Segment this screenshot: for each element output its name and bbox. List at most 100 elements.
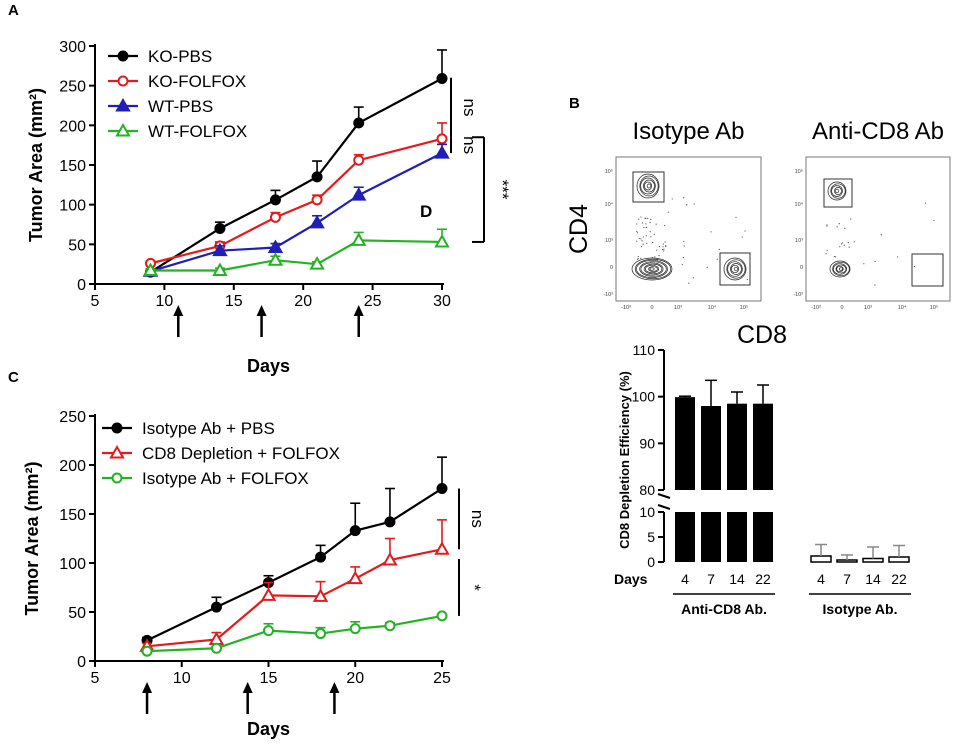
data-point (269, 194, 281, 206)
data-point (353, 117, 365, 129)
chart-a-tumor-area: 0 50 100 150 200 250 300 5 10 15 20 25 30 Days Tumor A… (26, 39, 512, 376)
legend-label: CD8 Depletion + FOLFOX (142, 444, 340, 463)
event-dot (847, 242, 849, 244)
event-dot (683, 197, 685, 199)
event-dot (642, 243, 644, 245)
event-dot (640, 245, 643, 248)
flow-x-tick: 0 (650, 305, 653, 311)
group-label: Isotype Ab. (823, 601, 898, 617)
contour-line (838, 267, 844, 271)
x-axis-title: Days (247, 356, 290, 376)
event-dot (718, 248, 720, 250)
event-dot (658, 255, 660, 257)
event-dot (655, 249, 658, 251)
flow-plot-title: Anti-CD8 Ab (812, 118, 944, 145)
contour-line (730, 263, 742, 275)
y-tick-label: 300 (59, 39, 86, 56)
event-dot (637, 256, 639, 258)
event-dot (664, 224, 666, 227)
series-line (150, 239, 443, 272)
event-dot (650, 236, 652, 238)
x-tick-label: 25 (364, 293, 382, 310)
event-dot (658, 245, 661, 248)
data-point (267, 252, 284, 266)
event-dot (654, 256, 656, 258)
event-dot (636, 223, 638, 225)
event-dot (836, 226, 838, 228)
bar-category-label: 4 (681, 571, 689, 587)
panel-letter-a: A (8, 2, 19, 19)
y-tick-label: 200 (59, 458, 86, 475)
flow-x-tick: 10³ (864, 305, 872, 311)
data-point (436, 73, 448, 85)
event-dot (693, 203, 695, 205)
x-tick-label: 15 (225, 293, 243, 310)
x-tick-label: 10 (173, 670, 191, 687)
event-dot (640, 257, 642, 260)
flow-y-tick: 10⁴ (795, 201, 804, 208)
event-dot (716, 258, 718, 260)
contour-line (829, 260, 851, 278)
event-dot (667, 211, 669, 213)
flow-y-tick: -10³ (793, 292, 803, 298)
event-dot (664, 241, 666, 243)
contour-line (646, 183, 652, 189)
event-dot (840, 243, 843, 245)
event-dot (661, 248, 664, 251)
event-dot (880, 234, 882, 236)
flow-x-tick: -10³ (811, 305, 821, 311)
event-dot (649, 222, 651, 224)
event-dot (848, 246, 850, 248)
event-dot (896, 256, 899, 258)
data-point (142, 262, 159, 277)
bar-category-label: 14 (865, 571, 881, 587)
flow-y-tick: 10⁵ (795, 168, 803, 175)
event-dot (645, 226, 647, 229)
event-dot (656, 259, 658, 261)
flow-plot-frame (615, 156, 762, 302)
significance-label: *** (493, 180, 512, 200)
x-tick-label: 20 (294, 293, 312, 310)
chart-c-tumor-area: 0 50 100 150 200 250 5 10 15 20 25 Days Tumor Area (… (22, 409, 487, 739)
data-point (214, 222, 226, 234)
event-dot (665, 244, 667, 247)
treatment-arrow-head (242, 682, 253, 693)
bar-x-axis-title: Days (614, 571, 648, 587)
flow-gate (719, 252, 751, 286)
contour-line (640, 262, 664, 276)
event-dot (826, 224, 828, 226)
event-dot (835, 256, 837, 258)
bar-upper (753, 403, 773, 490)
y-tick-label: 200 (59, 118, 86, 135)
data-point (347, 570, 363, 585)
flow-plot-2: Anti-CD8 Ab 10⁵ 10⁴ 10³ 0 -10³ -10³ 0 10³ 10⁴ 10⁵ (793, 118, 951, 311)
data-point (315, 551, 327, 563)
series-isotype-ab-pbs (141, 456, 448, 646)
bar-category-label: 14 (729, 571, 745, 587)
group-label: Anti-CD8 Ab. (681, 601, 767, 617)
data-point (315, 628, 327, 640)
event-dot (933, 219, 935, 222)
flow-y-tick: 10³ (605, 238, 613, 244)
bar-lower (727, 512, 747, 562)
flow-gate (911, 253, 944, 287)
legend-marker (117, 50, 129, 62)
event-dot (638, 218, 640, 220)
event-dot (652, 241, 654, 244)
significance-label: ns (460, 98, 479, 116)
data-point (263, 625, 274, 637)
data-point (212, 242, 228, 257)
y-tick-label: 150 (59, 158, 86, 175)
contour-line (726, 259, 746, 279)
annotation-label: D (420, 202, 432, 221)
flow-plot-1: Isotype Ab 10⁵ 10⁴ 10³ 0 -10³ -10³ 0 10³ 10⁴ 10⁵ (603, 118, 762, 311)
flow-x-tick: 0 (840, 305, 843, 311)
flow-x-tick: 10⁵ (930, 304, 938, 311)
event-dot (646, 242, 648, 244)
bar-upper (701, 406, 721, 490)
data-point (436, 133, 448, 145)
bar-category-label: 7 (707, 571, 715, 587)
data-point (210, 601, 222, 613)
series-line (150, 152, 443, 273)
bar-y-tick-label: 90 (639, 435, 655, 451)
